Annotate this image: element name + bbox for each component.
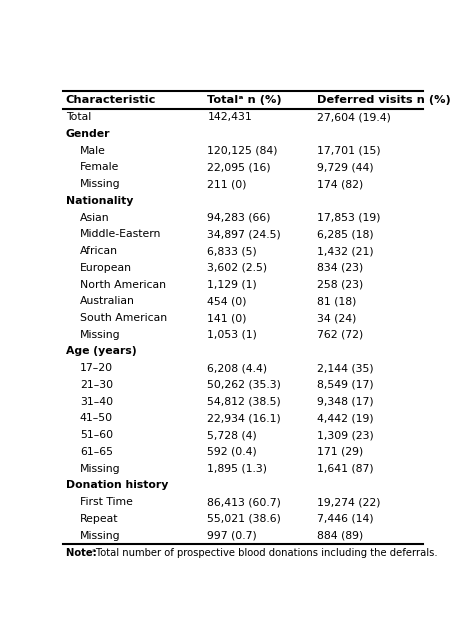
Text: 17–20: 17–20 (80, 363, 113, 373)
Text: Asian: Asian (80, 213, 109, 222)
Text: Missing: Missing (80, 330, 120, 340)
Text: 50,262 (35.3): 50,262 (35.3) (207, 380, 281, 390)
Text: 171 (29): 171 (29) (318, 447, 364, 457)
Text: 141 (0): 141 (0) (207, 313, 247, 323)
Text: 1,641 (87): 1,641 (87) (318, 464, 374, 473)
Text: 6,833 (5): 6,833 (5) (207, 246, 257, 256)
Text: 211 (0): 211 (0) (207, 179, 247, 189)
Text: 9,729 (44): 9,729 (44) (318, 162, 374, 173)
Text: 61–65: 61–65 (80, 447, 113, 457)
Text: 51–60: 51–60 (80, 430, 113, 440)
Text: 34 (24): 34 (24) (318, 313, 357, 323)
Text: Missing: Missing (80, 531, 120, 541)
Text: 6,285 (18): 6,285 (18) (318, 229, 374, 239)
Text: 55,021 (38.6): 55,021 (38.6) (207, 514, 281, 524)
Text: 41–50: 41–50 (80, 413, 113, 424)
Text: 1,895 (1.3): 1,895 (1.3) (207, 464, 267, 473)
Text: Middle-Eastern: Middle-Eastern (80, 229, 161, 239)
Text: 81 (18): 81 (18) (318, 296, 357, 306)
Text: 1,129 (1): 1,129 (1) (207, 279, 257, 289)
Text: 22,934 (16.1): 22,934 (16.1) (207, 413, 281, 424)
Text: Gender: Gender (66, 129, 110, 139)
Text: Female: Female (80, 162, 119, 173)
Text: 94,283 (66): 94,283 (66) (207, 213, 271, 222)
Text: 27,604 (19.4): 27,604 (19.4) (318, 112, 392, 122)
Text: 1,432 (21): 1,432 (21) (318, 246, 374, 256)
Text: 17,853 (19): 17,853 (19) (318, 213, 381, 222)
Text: Repeat: Repeat (80, 514, 118, 524)
Text: Missing: Missing (80, 464, 120, 473)
Text: Age (years): Age (years) (66, 346, 137, 357)
Text: 86,413 (60.7): 86,413 (60.7) (207, 497, 281, 507)
Text: 21–30: 21–30 (80, 380, 113, 390)
Text: 5,728 (4): 5,728 (4) (207, 430, 257, 440)
Text: 1,053 (1): 1,053 (1) (207, 330, 257, 340)
Text: South American: South American (80, 313, 167, 323)
Text: 22,095 (16): 22,095 (16) (207, 162, 271, 173)
Text: ᵃTotal number of prospective blood donations including the deferrals.: ᵃTotal number of prospective blood donat… (92, 548, 438, 558)
Text: Nationality: Nationality (66, 196, 133, 206)
Text: Australian: Australian (80, 296, 135, 306)
Text: 174 (82): 174 (82) (318, 179, 364, 189)
Text: 31–40: 31–40 (80, 397, 113, 407)
Text: 1,309 (23): 1,309 (23) (318, 430, 374, 440)
Text: 6,208 (4.4): 6,208 (4.4) (207, 363, 267, 373)
Text: 17,701 (15): 17,701 (15) (318, 146, 381, 155)
Text: Deferred visits n (%): Deferred visits n (%) (318, 95, 451, 105)
Text: Male: Male (80, 146, 106, 155)
Text: 834 (23): 834 (23) (318, 263, 364, 273)
Text: European: European (80, 263, 132, 273)
Text: First Time: First Time (80, 497, 133, 507)
Text: African: African (80, 246, 118, 256)
Text: 54,812 (38.5): 54,812 (38.5) (207, 397, 281, 407)
Text: 142,431: 142,431 (207, 112, 252, 122)
Text: 3,602 (2.5): 3,602 (2.5) (207, 263, 267, 273)
Text: 997 (0.7): 997 (0.7) (207, 531, 257, 541)
Text: Totalᵃ n (%): Totalᵃ n (%) (207, 95, 282, 105)
Text: Donation history: Donation history (66, 481, 168, 491)
Text: 592 (0.4): 592 (0.4) (207, 447, 257, 457)
Text: Note:: Note: (66, 548, 100, 558)
Text: North American: North American (80, 279, 166, 289)
Text: Total: Total (66, 112, 91, 122)
Text: 120,125 (84): 120,125 (84) (207, 146, 278, 155)
Text: 19,274 (22): 19,274 (22) (318, 497, 381, 507)
Text: 8,549 (17): 8,549 (17) (318, 380, 374, 390)
Text: 7,446 (14): 7,446 (14) (318, 514, 374, 524)
Text: 9,348 (17): 9,348 (17) (318, 397, 374, 407)
Text: 34,897 (24.5): 34,897 (24.5) (207, 229, 281, 239)
Text: 884 (89): 884 (89) (318, 531, 364, 541)
Text: Missing: Missing (80, 179, 120, 189)
Text: 4,442 (19): 4,442 (19) (318, 413, 374, 424)
Text: 454 (0): 454 (0) (207, 296, 247, 306)
Text: 2,144 (35): 2,144 (35) (318, 363, 374, 373)
Text: 762 (72): 762 (72) (318, 330, 364, 340)
Text: 258 (23): 258 (23) (318, 279, 364, 289)
Text: Characteristic: Characteristic (66, 95, 156, 105)
